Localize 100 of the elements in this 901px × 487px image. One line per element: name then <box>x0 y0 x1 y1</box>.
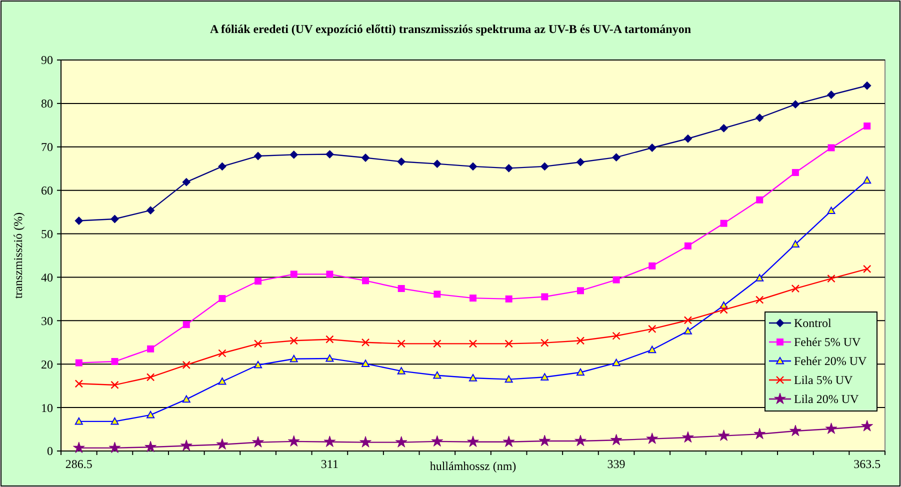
y-tick-label: 40 <box>41 270 53 284</box>
point <box>862 264 872 274</box>
point <box>326 150 334 158</box>
point <box>754 428 766 440</box>
point <box>684 242 692 250</box>
point <box>646 432 658 444</box>
point <box>504 164 513 172</box>
point <box>756 296 764 304</box>
point <box>827 274 836 283</box>
point <box>74 380 84 388</box>
point <box>756 196 764 204</box>
point <box>431 435 444 447</box>
point <box>792 169 799 176</box>
point <box>146 206 155 214</box>
y-tick-label: 50 <box>41 226 53 241</box>
point <box>254 340 262 348</box>
point <box>861 420 874 432</box>
point <box>147 345 154 352</box>
point <box>540 162 549 170</box>
point <box>361 338 370 346</box>
point <box>791 100 800 108</box>
point <box>216 438 228 450</box>
point <box>362 154 370 162</box>
point <box>397 158 406 166</box>
point <box>684 134 692 143</box>
point <box>326 354 334 362</box>
point <box>218 162 226 170</box>
point <box>74 417 83 425</box>
legend-label: Fehér 5% UV <box>794 335 861 350</box>
point <box>576 368 584 376</box>
point <box>468 340 478 348</box>
point <box>612 153 620 162</box>
point <box>502 436 515 447</box>
legend-label: Lila 5% UV <box>794 373 853 388</box>
point <box>612 332 620 340</box>
point <box>397 367 406 374</box>
point <box>110 215 119 224</box>
point <box>863 82 872 90</box>
point <box>576 158 584 166</box>
point <box>182 360 190 370</box>
point <box>504 375 513 383</box>
point <box>612 276 620 284</box>
point <box>684 327 692 334</box>
x-axis-title: hullámhossz (nm) <box>430 459 516 473</box>
point <box>182 178 190 186</box>
point <box>791 284 800 293</box>
point <box>254 360 262 368</box>
point <box>756 274 764 282</box>
point <box>182 321 190 328</box>
x-tick-label: 286.5 <box>65 457 92 471</box>
point <box>398 285 405 292</box>
point <box>827 90 836 99</box>
point <box>180 440 192 451</box>
y-tick-label: 30 <box>41 314 53 328</box>
point <box>433 371 442 379</box>
point <box>290 336 298 345</box>
point <box>648 262 656 270</box>
point <box>110 380 119 390</box>
y-tick-label: 20 <box>41 357 53 372</box>
point <box>825 422 838 434</box>
point <box>864 122 871 130</box>
point <box>720 220 728 227</box>
y-axis-title: transzmisszió (%) <box>11 212 25 299</box>
point <box>720 124 728 132</box>
point <box>612 358 620 366</box>
point <box>684 316 692 324</box>
point <box>682 431 694 443</box>
point <box>290 354 298 362</box>
x-tick-label: 339 <box>607 457 626 471</box>
y-tick-label: 80 <box>41 96 53 111</box>
point <box>146 410 155 418</box>
point <box>791 240 800 248</box>
point <box>218 295 226 302</box>
chart-title: A fóliák eredeti (UV expozíció előtti) transzmissziós spektruma az UV-B és UV-A tartományon <box>210 22 692 36</box>
point <box>467 436 479 447</box>
point <box>362 360 370 367</box>
point <box>218 349 226 358</box>
point <box>863 176 872 184</box>
point <box>720 306 728 314</box>
point <box>648 144 656 152</box>
point <box>324 436 336 447</box>
point <box>111 358 118 366</box>
point <box>718 430 730 441</box>
point <box>254 278 262 285</box>
point <box>504 340 513 348</box>
legend-label: Lila 20% UV <box>794 392 859 406</box>
y-tick-label: 10 <box>41 400 53 415</box>
point <box>75 359 82 366</box>
point <box>540 338 549 347</box>
point <box>538 434 551 446</box>
x-tick-label: 311 <box>320 457 338 471</box>
x-tick-label: 363.5 <box>854 457 881 471</box>
y-tick-label: 0 <box>47 444 53 458</box>
point <box>110 417 119 425</box>
point <box>433 340 442 348</box>
point <box>505 295 512 302</box>
point <box>72 442 85 454</box>
point <box>182 395 190 403</box>
point <box>828 144 835 152</box>
point <box>108 442 121 454</box>
